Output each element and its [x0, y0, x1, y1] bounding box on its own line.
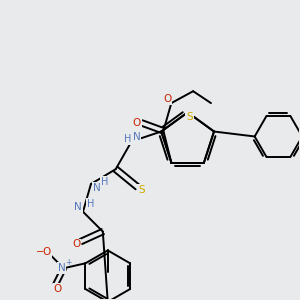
Text: H: H [87, 199, 94, 209]
Text: H: H [124, 134, 131, 144]
Text: +: + [65, 258, 72, 267]
Text: O: O [133, 118, 141, 128]
Text: S: S [186, 112, 193, 122]
Text: O: O [54, 284, 62, 294]
Text: S: S [138, 185, 145, 195]
Text: N: N [74, 202, 82, 212]
Text: −: − [36, 248, 44, 257]
Text: O: O [163, 94, 172, 104]
Text: O: O [72, 239, 80, 250]
Text: H: H [101, 177, 109, 187]
Text: N: N [93, 183, 101, 193]
Text: N: N [58, 263, 66, 273]
Text: N: N [133, 133, 140, 142]
Text: O: O [43, 248, 51, 257]
